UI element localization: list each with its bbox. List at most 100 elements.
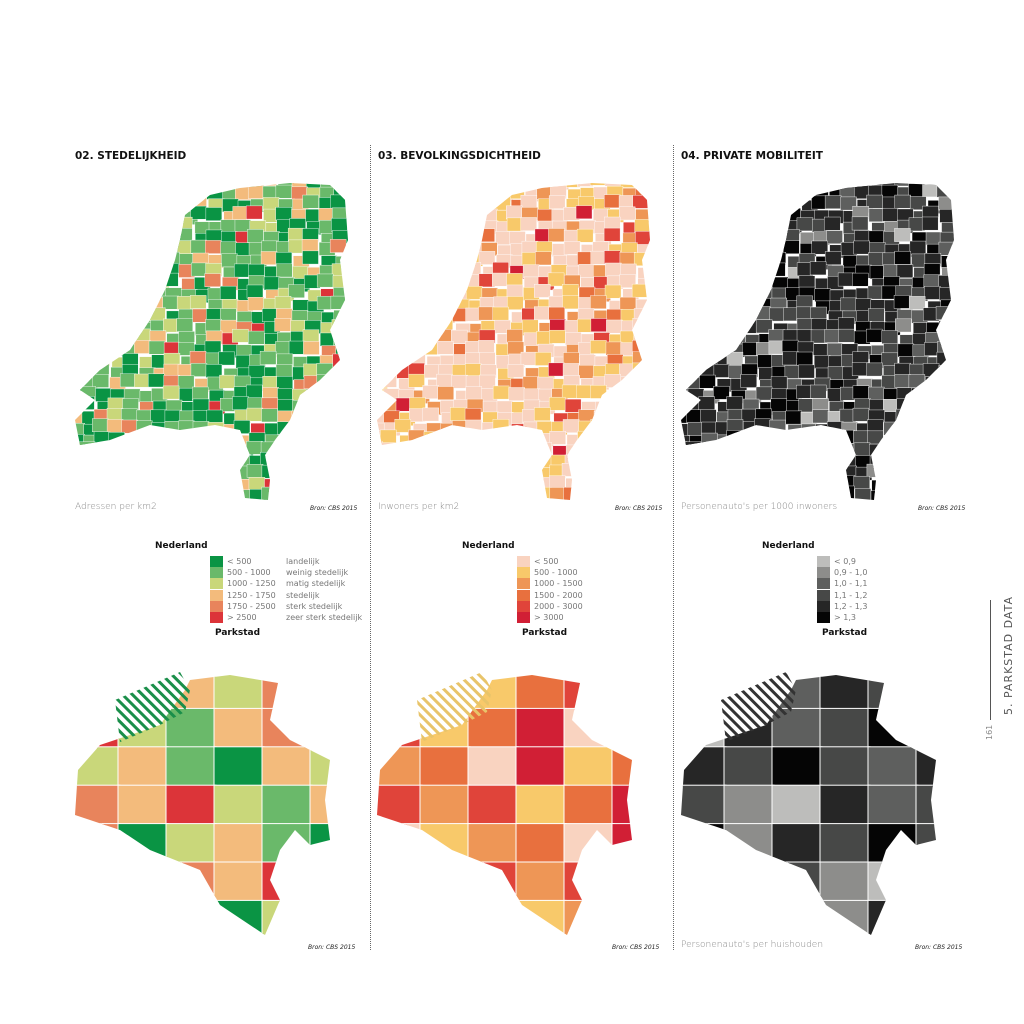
map-region [853, 430, 870, 445]
map-region [699, 263, 717, 277]
map-region [320, 434, 338, 448]
map-region [305, 399, 322, 413]
map-region [608, 467, 625, 482]
map-region [814, 288, 831, 303]
map-region [753, 306, 771, 320]
legend-range-parkstad: > 2500 [227, 613, 257, 622]
map-region [436, 340, 454, 355]
map-region [440, 266, 458, 280]
map-region [515, 746, 567, 788]
map-region [797, 442, 815, 457]
map-region [909, 196, 927, 210]
map-region [632, 318, 649, 332]
map-region [883, 444, 901, 459]
map-region [824, 195, 842, 209]
legend-range-parkstad: 1,2 - 1,3 [834, 601, 868, 611]
map-region [75, 244, 86, 259]
map-region [396, 488, 413, 500]
map-region [107, 251, 124, 266]
map-region [123, 243, 141, 257]
map-region [213, 861, 265, 903]
map-region [377, 784, 423, 827]
map-region [75, 397, 83, 412]
map-region [604, 250, 621, 265]
legend-class-label: zeer sterk stedelijk [286, 613, 363, 622]
map-region [398, 232, 415, 246]
map-region [741, 431, 759, 445]
map-region [716, 456, 734, 471]
legend-heading-parkstad: Parkstad [522, 628, 568, 638]
map-region [632, 195, 650, 209]
map-region [563, 784, 615, 827]
map-region [396, 219, 413, 233]
map-region [303, 442, 320, 456]
map-region [97, 479, 114, 494]
map-region [396, 308, 413, 323]
map-region [712, 251, 730, 265]
map-region [317, 397, 335, 412]
map-region [467, 197, 484, 212]
map-region [633, 386, 650, 400]
map-region [589, 183, 607, 186]
map-region [467, 746, 519, 788]
map-region [562, 363, 580, 377]
map-region [162, 295, 179, 310]
map-region [331, 319, 348, 333]
map-region [111, 199, 128, 214]
map-region [75, 328, 81, 343]
map-region [683, 183, 701, 197]
map-region [333, 309, 348, 324]
map-region [440, 433, 457, 448]
map-region [725, 474, 743, 488]
map-region [124, 198, 141, 213]
map-region [702, 310, 719, 325]
map-region [309, 675, 330, 711]
map-region [699, 374, 716, 389]
map-region [924, 387, 941, 401]
legend-swatch [210, 567, 223, 579]
map-region [561, 384, 579, 399]
map-region [742, 264, 759, 278]
map-region [700, 454, 718, 469]
map-region [714, 264, 732, 279]
map-region [714, 320, 731, 334]
map-region [591, 442, 609, 457]
map-region [492, 183, 509, 187]
map-region [703, 345, 721, 360]
map-region [384, 467, 402, 482]
map-region [755, 386, 773, 401]
map-region [681, 232, 692, 247]
map-region [108, 286, 125, 300]
map-region [451, 273, 468, 288]
map-region [507, 296, 524, 310]
map-region [715, 444, 733, 459]
map-region [837, 272, 855, 287]
map-region [451, 329, 468, 344]
map-region [681, 487, 689, 500]
map-region [163, 183, 180, 188]
map-region [94, 185, 112, 200]
map-region [377, 707, 423, 750]
map-region [520, 463, 538, 478]
map-region [451, 218, 468, 232]
map-region [95, 455, 112, 470]
map-region [911, 421, 928, 436]
map-region [79, 296, 96, 311]
map-region [495, 455, 512, 469]
map-region [248, 183, 265, 188]
map-region [334, 366, 348, 381]
map-region [701, 209, 719, 223]
map-region [217, 474, 235, 488]
map-region [467, 208, 484, 223]
map-region [153, 457, 170, 471]
map-region [377, 441, 383, 455]
map-region [232, 396, 249, 410]
map-region [107, 464, 124, 479]
map-region [165, 899, 217, 935]
map-region [409, 330, 427, 345]
map-region [727, 487, 745, 500]
map-region [727, 207, 745, 222]
map-region [291, 477, 308, 492]
map-region [619, 419, 636, 434]
map-region [812, 409, 829, 424]
